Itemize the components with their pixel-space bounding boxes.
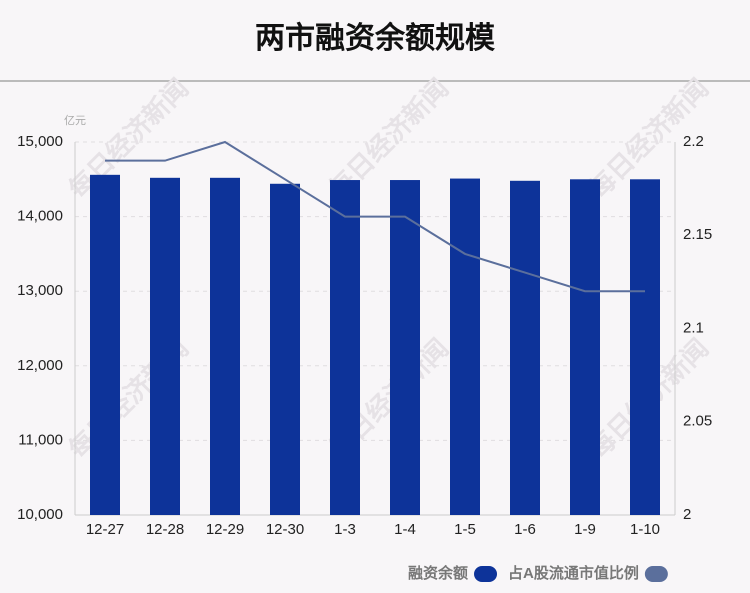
y-tick-label: 11,000 xyxy=(18,431,63,448)
bar xyxy=(570,179,600,516)
bar xyxy=(270,183,300,515)
y2-tick-label: 2.05 xyxy=(683,413,712,430)
y-tick-label: 15,000 xyxy=(17,133,63,150)
legend-label: 融资余额 xyxy=(408,564,468,582)
bar xyxy=(330,180,360,515)
line xyxy=(105,140,645,293)
x-tick-label: 1-3 xyxy=(334,521,356,538)
y2-tick-label: 2.15 xyxy=(683,226,712,243)
legend-swatch xyxy=(474,566,498,582)
y-tick-label: 13,000 xyxy=(17,282,63,299)
legend-label: 占A股流通市值比例 xyxy=(508,564,639,582)
y-tick-label: 10,000 xyxy=(17,506,63,523)
bar xyxy=(90,174,120,515)
x-tick-label: 12-27 xyxy=(86,521,124,538)
x-tick-label: 1-5 xyxy=(454,521,476,538)
x-tick-label: 1-4 xyxy=(394,521,416,538)
bar xyxy=(630,179,660,516)
y-tick-label: 12,000 xyxy=(17,357,63,374)
y2-tick-label: 2 xyxy=(683,506,691,523)
bar xyxy=(210,177,240,516)
bar xyxy=(510,180,540,516)
x-tick-label: 1-10 xyxy=(630,521,660,538)
x-tick-label: 1-9 xyxy=(574,521,596,538)
y-tick-label: 14,000 xyxy=(17,208,63,225)
legend-swatch xyxy=(644,566,668,582)
y2-tick-label: 2.1 xyxy=(683,319,704,336)
x-tick-label: 12-29 xyxy=(206,521,244,538)
bar xyxy=(150,177,180,516)
x-tick-label: 12-30 xyxy=(266,521,304,538)
y2-tick-label: 2.2 xyxy=(683,133,704,150)
bar xyxy=(390,180,420,515)
x-tick-label: 12-28 xyxy=(146,521,184,538)
x-tick-label: 1-6 xyxy=(514,521,536,538)
unit-label: 亿元 xyxy=(64,114,86,127)
bar xyxy=(450,178,480,515)
chart-title: 两市融资余额规模 xyxy=(255,21,495,55)
